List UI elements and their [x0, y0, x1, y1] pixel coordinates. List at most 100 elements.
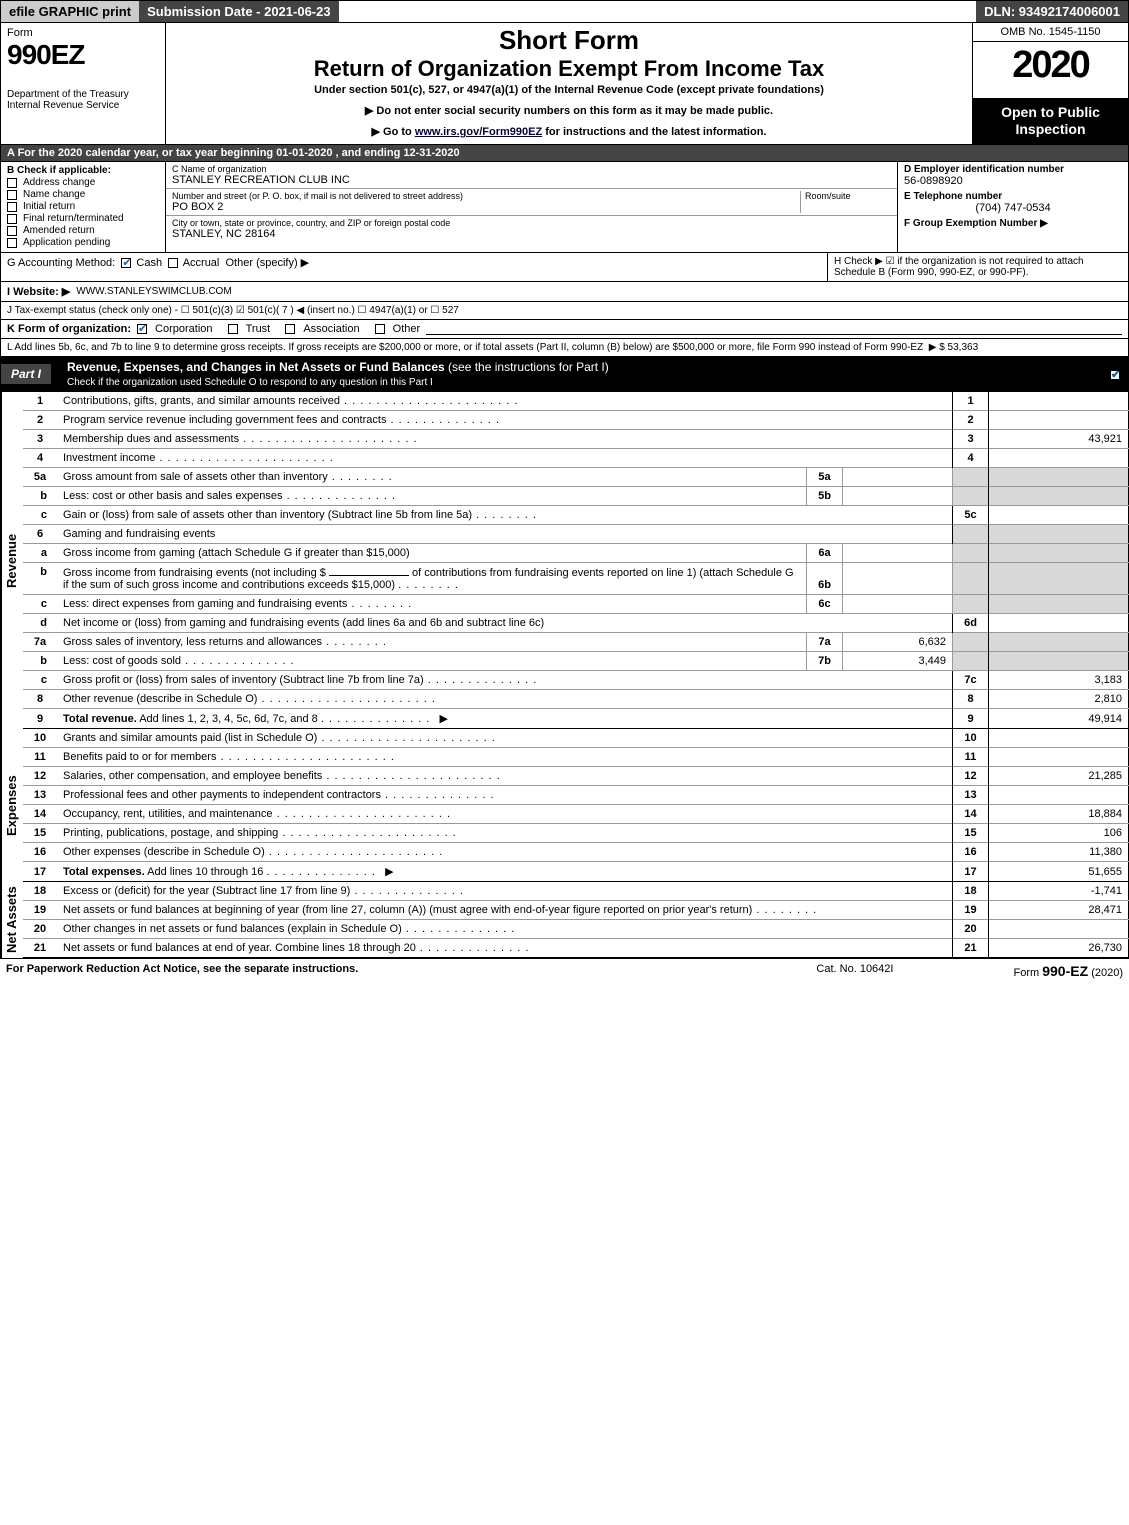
group-exemption-label: F Group Exemption Number ▶	[904, 218, 1122, 229]
row-7b: b Less: cost of goods sold 7b 3,449	[23, 652, 1129, 671]
row-21: 21 Net assets or fund balances at end of…	[23, 939, 1129, 958]
k-assoc: Association	[303, 323, 359, 335]
footer-right: Form 990-EZ (2020)	[1013, 963, 1123, 979]
column-b: B Check if applicable: Address change Na…	[1, 162, 166, 252]
efile-label: efile GRAPHIC print	[1, 1, 139, 22]
side-label-revenue: Revenue	[1, 392, 23, 729]
line-k: K Form of organization: Corporation Trus…	[0, 320, 1129, 339]
row-6c: c Less: direct expenses from gaming and …	[23, 595, 1129, 614]
check-address-change: Address change	[7, 177, 159, 188]
line-h: H Check ▶ ☑ if the organization is not r…	[828, 253, 1128, 281]
row-20: 20 Other changes in net assets or fund b…	[23, 920, 1129, 939]
page-footer: For Paperwork Reduction Act Notice, see …	[0, 958, 1129, 983]
row-2: 2 Program service revenue including gove…	[23, 411, 1129, 430]
footer-center: Cat. No. 10642I	[816, 963, 893, 979]
row-7c: c Gross profit or (loss) from sales of i…	[23, 671, 1129, 690]
part-tag: Part I	[1, 364, 51, 384]
row-6a: a Gross income from gaming (attach Sched…	[23, 544, 1129, 563]
k-trust: Trust	[246, 323, 271, 335]
side-label-expenses: Expenses	[1, 729, 23, 882]
header-center: Short Form Return of Organization Exempt…	[166, 23, 973, 144]
row-13: 13 Professional fees and other payments …	[23, 786, 1129, 805]
check-application-pending: Application pending	[7, 237, 159, 248]
line-l-text: L Add lines 5b, 6c, and 7b to line 9 to …	[7, 342, 923, 353]
g-accrual: Accrual	[183, 257, 220, 269]
checkbox-icon[interactable]	[7, 238, 17, 248]
checkbox-other-icon[interactable]	[375, 324, 385, 334]
city-value: STANLEY, NC 28164	[172, 228, 891, 240]
website-label: I Website: ▶	[7, 285, 70, 298]
checkbox-icon[interactable]	[7, 226, 17, 236]
part-title: Revenue, Expenses, and Changes in Net As…	[61, 357, 1100, 391]
header-left: Form 990EZ Department of the Treasury In…	[1, 23, 166, 144]
row-18: 18 Excess or (deficit) for the year (Sub…	[23, 882, 1129, 901]
checkbox-icon[interactable]	[7, 190, 17, 200]
column-def: D Employer identification number 56-0898…	[898, 162, 1128, 252]
part-check	[1110, 367, 1128, 381]
k-label: K Form of organization:	[7, 323, 131, 335]
net-assets-section: Net Assets 18 Excess or (deficit) for th…	[0, 882, 1129, 958]
row-5a: 5a Gross amount from sale of assets othe…	[23, 468, 1129, 487]
check-name-change: Name change	[7, 189, 159, 200]
checkbox-schedule-o-icon[interactable]	[1110, 370, 1120, 380]
ein-label: D Employer identification number	[904, 164, 1122, 175]
checkbox-cash-icon[interactable]	[121, 258, 131, 268]
column-c: C Name of organization STANLEY RECREATIO…	[166, 162, 898, 252]
checkbox-icon[interactable]	[7, 214, 17, 224]
k-corp: Corporation	[155, 323, 212, 335]
topbar-spacer	[339, 1, 977, 22]
subtitle: Under section 501(c), 527, or 4947(a)(1)…	[176, 84, 962, 96]
row-7a: 7a Gross sales of inventory, less return…	[23, 633, 1129, 652]
note-goto-post: for instructions and the latest informat…	[545, 126, 766, 138]
top-bar: efile GRAPHIC print Submission Date - 20…	[0, 0, 1129, 23]
row-10: 10 Grants and similar amounts paid (list…	[23, 729, 1129, 748]
net-assets-grid: 18 Excess or (deficit) for the year (Sub…	[23, 882, 1129, 958]
blank-amount	[329, 566, 409, 576]
irs-link[interactable]: www.irs.gov/Form990EZ	[415, 126, 542, 138]
g-other: Other (specify) ▶	[226, 257, 310, 269]
street-label: Number and street (or P. O. box, if mail…	[172, 191, 796, 201]
part-title-rest: (see the instructions for Part I)	[448, 360, 609, 374]
omb-number: OMB No. 1545-1150	[973, 23, 1128, 42]
note-goto-pre: ▶ Go to	[372, 126, 415, 138]
checkbox-icon[interactable]	[7, 178, 17, 188]
line-j: J Tax-exempt status (check only one) - ☐…	[0, 302, 1129, 320]
line-g-h: G Accounting Method: Cash Accrual Other …	[0, 253, 1129, 282]
form-header: Form 990EZ Department of the Treasury In…	[0, 23, 1129, 145]
col-b-header: B Check if applicable:	[7, 165, 159, 176]
checkbox-icon[interactable]	[7, 202, 17, 212]
city-cell: City or town, state or province, country…	[166, 216, 897, 242]
org-name-cell: C Name of organization STANLEY RECREATIO…	[166, 162, 897, 189]
line-i: I Website: ▶ WWW.STANLEYSWIMCLUB.COM	[0, 282, 1129, 302]
check-amended: Amended return	[7, 225, 159, 236]
row-9: 9 Total revenue. Add lines 1, 2, 3, 4, 5…	[23, 709, 1129, 729]
g-cash: Cash	[136, 257, 162, 269]
check-final-return: Final return/terminated	[7, 213, 159, 224]
footer-form-number: 990-EZ	[1042, 963, 1088, 979]
arrow-icon: ▶	[440, 713, 448, 725]
expenses-section: Expenses 10 Grants and similar amounts p…	[0, 729, 1129, 882]
ein-value: 56-0898920	[904, 175, 1122, 187]
check-initial-return: Initial return	[7, 201, 159, 212]
row-19: 19 Net assets or fund balances at beginn…	[23, 901, 1129, 920]
title-return: Return of Organization Exempt From Incom…	[176, 56, 962, 82]
checkbox-corp-icon[interactable]	[137, 324, 147, 334]
checkbox-trust-icon[interactable]	[228, 324, 238, 334]
dln-label: DLN: 93492174006001	[976, 1, 1128, 22]
checkbox-accrual-icon[interactable]	[168, 258, 178, 268]
part-title-bold: Revenue, Expenses, and Changes in Net As…	[67, 360, 445, 374]
line-l-amount: ▶ $ 53,363	[929, 342, 978, 353]
checkbox-assoc-icon[interactable]	[285, 324, 295, 334]
note-goto: ▶ Go to www.irs.gov/Form990EZ for instru…	[176, 125, 962, 138]
header-right: OMB No. 1545-1150 2020 Open to Public In…	[973, 23, 1128, 144]
phone-value: (704) 747-0534	[904, 202, 1122, 214]
street-value: PO BOX 2	[172, 201, 796, 213]
part-subtitle: Check if the organization used Schedule …	[67, 377, 433, 388]
revenue-section: Revenue 1 Contributions, gifts, grants, …	[0, 392, 1129, 729]
dots	[266, 866, 376, 878]
row-5b: b Less: cost or other basis and sales ex…	[23, 487, 1129, 506]
row-6b: b Gross income from fundraising events (…	[23, 563, 1129, 595]
form-label: Form	[7, 27, 159, 39]
row-14: 14 Occupancy, rent, utilities, and maint…	[23, 805, 1129, 824]
org-name: STANLEY RECREATION CLUB INC	[172, 174, 891, 186]
